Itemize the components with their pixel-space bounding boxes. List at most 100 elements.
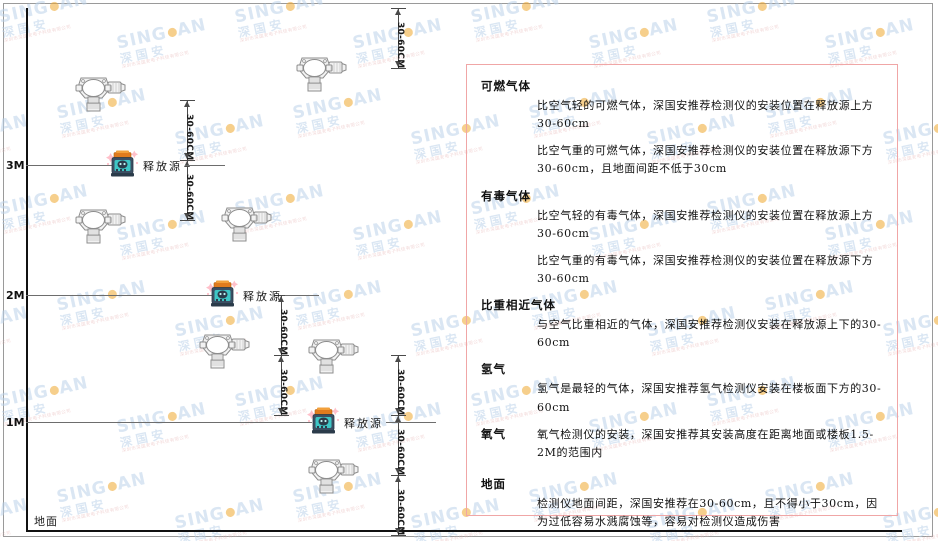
dimension-tick [274, 295, 289, 296]
dimension-label: 30-60CM [395, 429, 405, 476]
dimension-tick [180, 220, 195, 221]
panel-heading-similar-density: 比重相近气体 [481, 298, 556, 313]
dimension-tick [391, 415, 406, 416]
panel-paragraph-similar-density-1: 与空气比重相近的气体，深国安推荐检测仪安装在释放源上下的30-60cm [537, 318, 882, 350]
dimension-tick [274, 355, 289, 356]
dimension-column-top-center: 30-60CM [391, 8, 406, 69]
gas-detector-5 [196, 325, 252, 375]
panel-paragraph-hydrogen-1: 氢气是最轻的气体，深国安推荐氢气检测仪安装在楼板面下方的30-60cm [537, 382, 882, 414]
dimension-label: 30-60CM [278, 369, 288, 416]
level-label-2M: 2M [6, 289, 25, 302]
dimension-arrow [277, 348, 284, 354]
panel-paragraph-toxic-2: 比空气重的有毒气体，深国安推荐检测仪的安装位置在释放源下方30-60cm [537, 253, 874, 285]
panel-body-ground: 检测仪地面间距，深国安推荐在30-60cm，且不得小于30cm，因为过低容易水溅… [537, 495, 885, 531]
dimension-tick [180, 100, 195, 101]
release-source-icon [206, 280, 239, 307]
panel-section-similar-density: 比重相近气体 与空气比重相近的气体，深国安推荐检测仪安装在释放源上下的30-60… [481, 297, 885, 352]
dimension-tick [274, 415, 289, 416]
gas-detector-3 [72, 200, 128, 250]
panel-paragraph-oxygen-1: 氧气检测仪的安装，深国安推荐其安装高度在距离地面或楼板1.5-2M的范围内 [537, 427, 874, 459]
dimension-arrow [277, 296, 284, 302]
horizontal-axis-ground [26, 530, 902, 532]
dimension-arrow [277, 356, 284, 362]
panel-body-similar-density: 与空气比重相近的气体，深国安推荐检测仪安装在释放源上下的30-60cm [537, 316, 885, 352]
dimension-arrow [183, 161, 190, 167]
panel-section-hydrogen: 氢气 氢气是最轻的气体，深国安推荐氢气检测仪安装在楼板面下方的30-60cm [481, 361, 885, 416]
panel-paragraph-combustible-2: 比空气重的可燃气体，深国安推荐检测仪的安装位置在释放源下方30-60cm，且地面… [537, 144, 874, 176]
ground-label: 地面 [34, 515, 58, 528]
dimension-arrow [183, 213, 190, 219]
diagram-frame [3, 3, 933, 537]
level-label-1M: 1M [6, 416, 25, 429]
dimension-label: 30-60CM [184, 114, 194, 161]
panel-body-toxic: 比空气轻的有毒气体，深国安推荐检测仪的安装位置在释放源上方30-60cm 比空气重… [537, 207, 885, 289]
dimension-label: 30-60CM [395, 489, 405, 536]
dimension-tick [391, 535, 406, 536]
panel-paragraph-combustible-1: 比空气轻的可燃气体，深国安推荐检测仪的安装位置在释放源上方30-60cm [537, 99, 874, 131]
dimension-column-mid-center: 30-60CM 30-60CM [274, 295, 289, 416]
panel-section-toxic: 有毒气体 比空气轻的有毒气体，深国安推荐检测仪的安装位置在释放源上方30-60c… [481, 188, 885, 289]
gas-detector-icon [75, 77, 126, 112]
release-source-label-1: 释放源 [143, 160, 182, 173]
gas-detector-4 [218, 198, 274, 248]
dimension-arrow [394, 528, 401, 534]
panel-paragraph-toxic-1: 比空气轻的有毒气体，深国安推荐检测仪的安装位置在释放源上方30-60cm [537, 208, 874, 240]
gas-detector-icon [75, 209, 126, 244]
recommendations-panel: 可燃气体 比空气轻的可燃气体，深国安推荐检测仪的安装位置在释放源上方30-60c… [466, 64, 898, 528]
release-source-2 [206, 280, 240, 314]
dimension-tick [180, 160, 195, 161]
dimension-arrow [394, 356, 401, 362]
panel-section-ground: 地面 检测仪地面间距，深国安推荐在30-60cm，且不得小于30cm，因为过低容… [481, 476, 885, 531]
gas-detector-icon [199, 334, 250, 369]
dimension-arrow [183, 101, 190, 107]
dimension-arrow [394, 9, 401, 15]
panel-body-combustible: 比空气轻的可燃气体，深国安推荐检测仪的安装位置在释放源上方30-60cm 比空气重… [537, 97, 885, 179]
dimension-arrow [394, 61, 401, 67]
dimension-label: 30-60CM [278, 309, 288, 356]
level-line-1M [26, 422, 312, 423]
panel-body-hydrogen: 氢气是最轻的气体，深国安推荐氢气检测仪安装在楼板面下方的30-60cm [537, 380, 885, 416]
dimension-tick [391, 68, 406, 69]
release-source-icon [106, 150, 139, 177]
gas-detector-icon [296, 57, 347, 92]
panel-section-oxygen: 氧气 氧气检测仪的安装，深国安推荐其安装高度在距离地面或楼板1.5-2M的范围内 [481, 426, 885, 471]
panel-body-oxygen: 氧气检测仪的安装，深国安推荐其安装高度在距离地面或楼板1.5-2M的范围内 [537, 426, 885, 471]
dimension-label: 30-60CM [395, 22, 405, 69]
panel-heading-toxic: 有毒气体 [481, 188, 531, 203]
source-leader-line-2 [285, 295, 319, 296]
dimension-label: 30-60CM [184, 174, 194, 221]
panel-paragraph-ground-1: 检测仪地面间距，深国安推荐在30-60cm，且不得小于30cm，因为过低容易水溅… [537, 496, 878, 529]
release-source-icon [307, 407, 340, 434]
release-source-1 [106, 150, 140, 184]
level-line-3M [26, 165, 112, 166]
panel-heading-ground: 地面 [481, 476, 506, 491]
panel-sections: 可燃气体 比空气轻的可燃气体，深国安推荐检测仪的安装位置在释放源上方30-60c… [481, 78, 885, 531]
gas-detector-6 [305, 330, 361, 380]
panel-heading-oxygen: 氧气 [481, 426, 506, 441]
dimension-label: 30-60CM [395, 369, 405, 416]
release-source-3 [307, 407, 341, 441]
release-source-label-3: 释放源 [344, 417, 383, 430]
panel-heading-combustible: 可燃气体 [481, 79, 531, 93]
dimension-tick [391, 8, 406, 9]
gas-detector-icon [308, 459, 359, 494]
gas-detector-7 [305, 450, 361, 500]
source-leader-line-1 [185, 165, 225, 166]
source-leader-line-3 [386, 422, 436, 423]
dimension-column-right-lower: 30-60CM 30-60CM 30-60CM [391, 355, 406, 536]
dimension-arrow [394, 408, 401, 414]
dimension-arrow [183, 153, 190, 159]
panel-heading-hydrogen: 氢气 [481, 362, 506, 377]
dimension-arrow [394, 416, 401, 422]
level-label-3M: 3M [6, 159, 25, 172]
dimension-arrow [394, 468, 401, 474]
level-line-2M [26, 295, 212, 296]
vertical-axis [26, 8, 28, 532]
gas-detector-icon [221, 207, 272, 242]
dimension-column-upper-left: 30-60CM 30-60CM [180, 100, 195, 221]
dimension-arrow [394, 476, 401, 482]
dimension-arrow [277, 408, 284, 414]
gas-detector-2 [293, 48, 349, 98]
gas-detector-1 [72, 68, 128, 118]
